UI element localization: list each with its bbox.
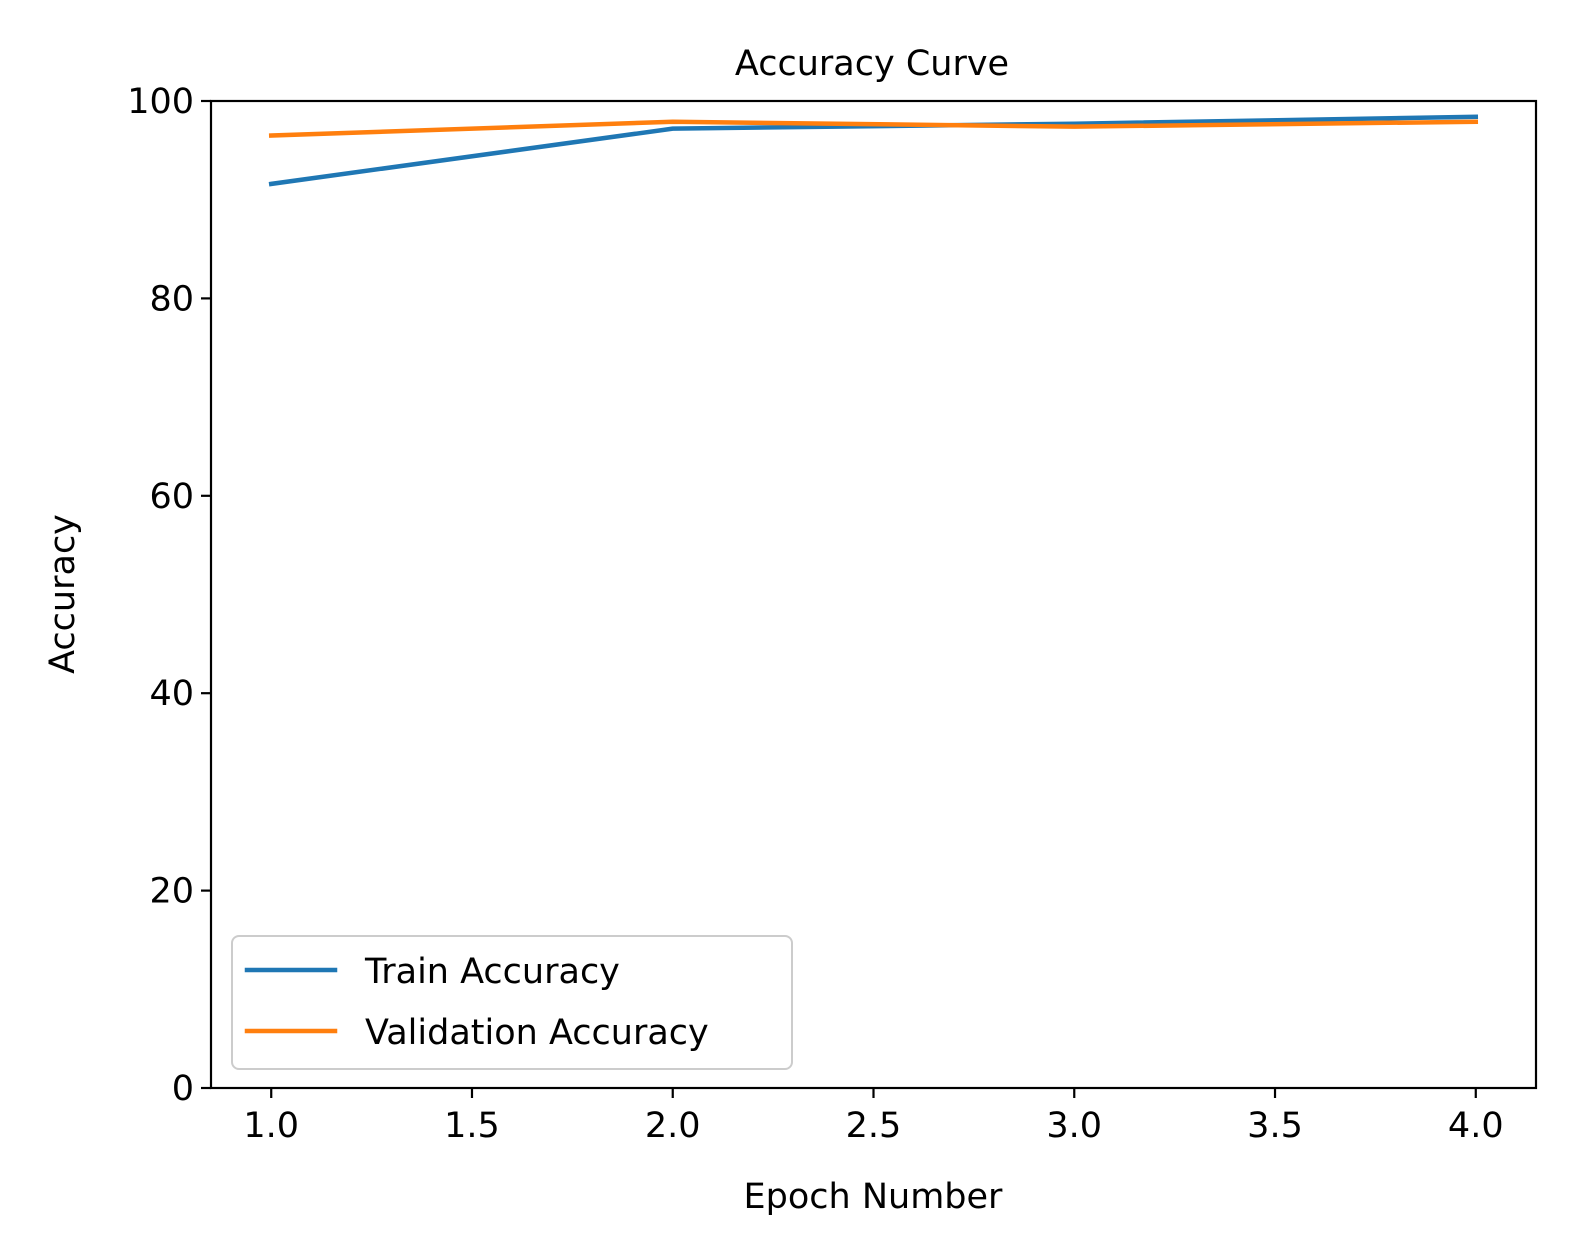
x-tick-label: 2.0 — [645, 1106, 701, 1146]
x-tick-label: 3.0 — [1046, 1106, 1102, 1146]
legend-box — [231, 935, 793, 1070]
plot-area — [209, 99, 1538, 1090]
y-tick-label: 0 — [172, 1069, 194, 1109]
x-tick-label: 1.0 — [243, 1106, 299, 1146]
x-tick-label: 2.5 — [846, 1106, 902, 1146]
y-tick-label: 100 — [127, 82, 194, 122]
x-axis-label: Epoch Number — [744, 1177, 1004, 1217]
y-tick-label: 40 — [149, 674, 194, 714]
x-tick-label: 3.5 — [1247, 1106, 1303, 1146]
legend: Train Accuracy Validation Accuracy — [231, 935, 793, 1070]
x-tick-label: 4.0 — [1448, 1106, 1504, 1146]
y-tick-label: 60 — [149, 477, 194, 517]
x-tick-label: 1.5 — [444, 1106, 500, 1146]
y-axis-label: Accuracy — [43, 514, 83, 674]
x-axis: 1.0 1.5 2.0 2.5 3.0 3.5 4.0 — [243, 1088, 1504, 1146]
y-tick-label: 80 — [149, 279, 194, 319]
series-line-validation-accuracy — [268, 119, 1479, 138]
y-tick-label: 20 — [149, 872, 194, 912]
legend-label-validation-accuracy: Validation Accuracy — [365, 1013, 709, 1053]
legend-label-train-accuracy: Train Accuracy — [364, 952, 620, 992]
series-layer — [268, 114, 1479, 187]
y-axis: 0 20 40 60 80 100 — [127, 82, 211, 1109]
chart-title: Accuracy Curve — [735, 44, 1009, 84]
